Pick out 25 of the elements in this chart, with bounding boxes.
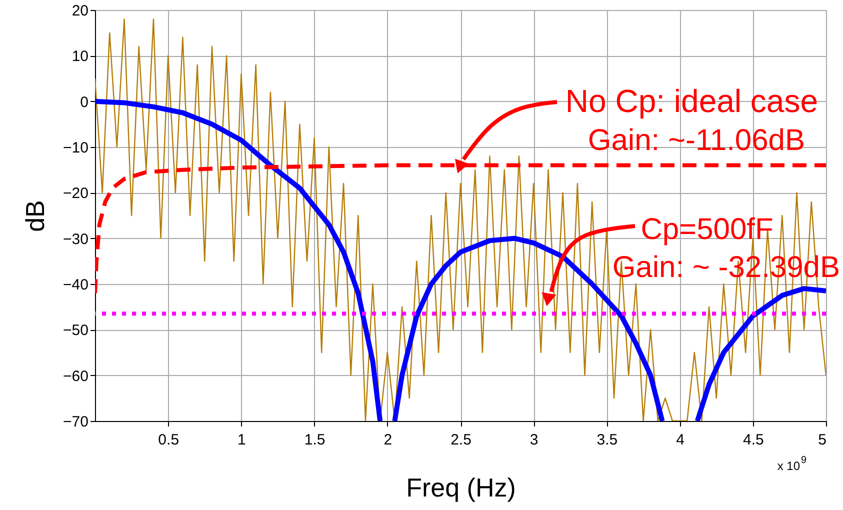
x-tick-label: 3.5 xyxy=(596,432,618,448)
y-tick-label: 10 xyxy=(72,48,88,66)
y-tick-label: 20 xyxy=(72,2,88,20)
y-tick-label: −40 xyxy=(63,276,88,294)
annotation: Cp=500fF xyxy=(640,213,774,246)
y-tick-label: −60 xyxy=(63,368,88,385)
y-tick-label: −70 xyxy=(63,414,88,430)
y-tick-label: 0 xyxy=(80,94,88,111)
y-tick-label: −20 xyxy=(63,185,88,202)
annotation: No Cp: ideal case xyxy=(565,83,818,119)
x-tick-label: 4 xyxy=(676,432,684,448)
y-tick-label: −30 xyxy=(63,230,88,248)
x-tick-label: 2.5 xyxy=(450,432,472,448)
x-tick-label: 4.5 xyxy=(742,432,764,448)
x-tick-label: 1 xyxy=(238,432,246,448)
x-axis-title: Freq (Hz) xyxy=(406,472,516,502)
x-tick-label: 2 xyxy=(384,432,392,448)
x-tick-label: 1.5 xyxy=(304,432,326,448)
y-tick-label: −50 xyxy=(63,322,88,340)
y-tick-label: −10 xyxy=(63,140,88,156)
y-axis-title: dB xyxy=(20,200,50,232)
x-tick-label: 3 xyxy=(530,432,538,448)
annotation: Gain: ~-11.06dB xyxy=(588,124,805,157)
x-tick-label: 5 xyxy=(818,432,826,448)
x-tick-label: 0.5 xyxy=(158,432,180,448)
